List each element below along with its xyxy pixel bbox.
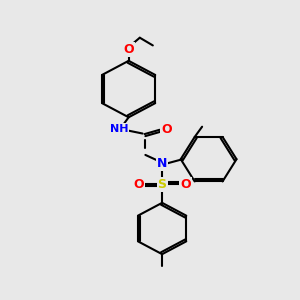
Text: N: N	[157, 157, 167, 170]
Text: S: S	[158, 178, 166, 190]
Text: O: O	[180, 178, 191, 190]
Text: NH: NH	[110, 124, 129, 134]
Text: O: O	[134, 178, 144, 190]
Text: O: O	[123, 43, 134, 56]
Text: O: O	[161, 123, 172, 136]
